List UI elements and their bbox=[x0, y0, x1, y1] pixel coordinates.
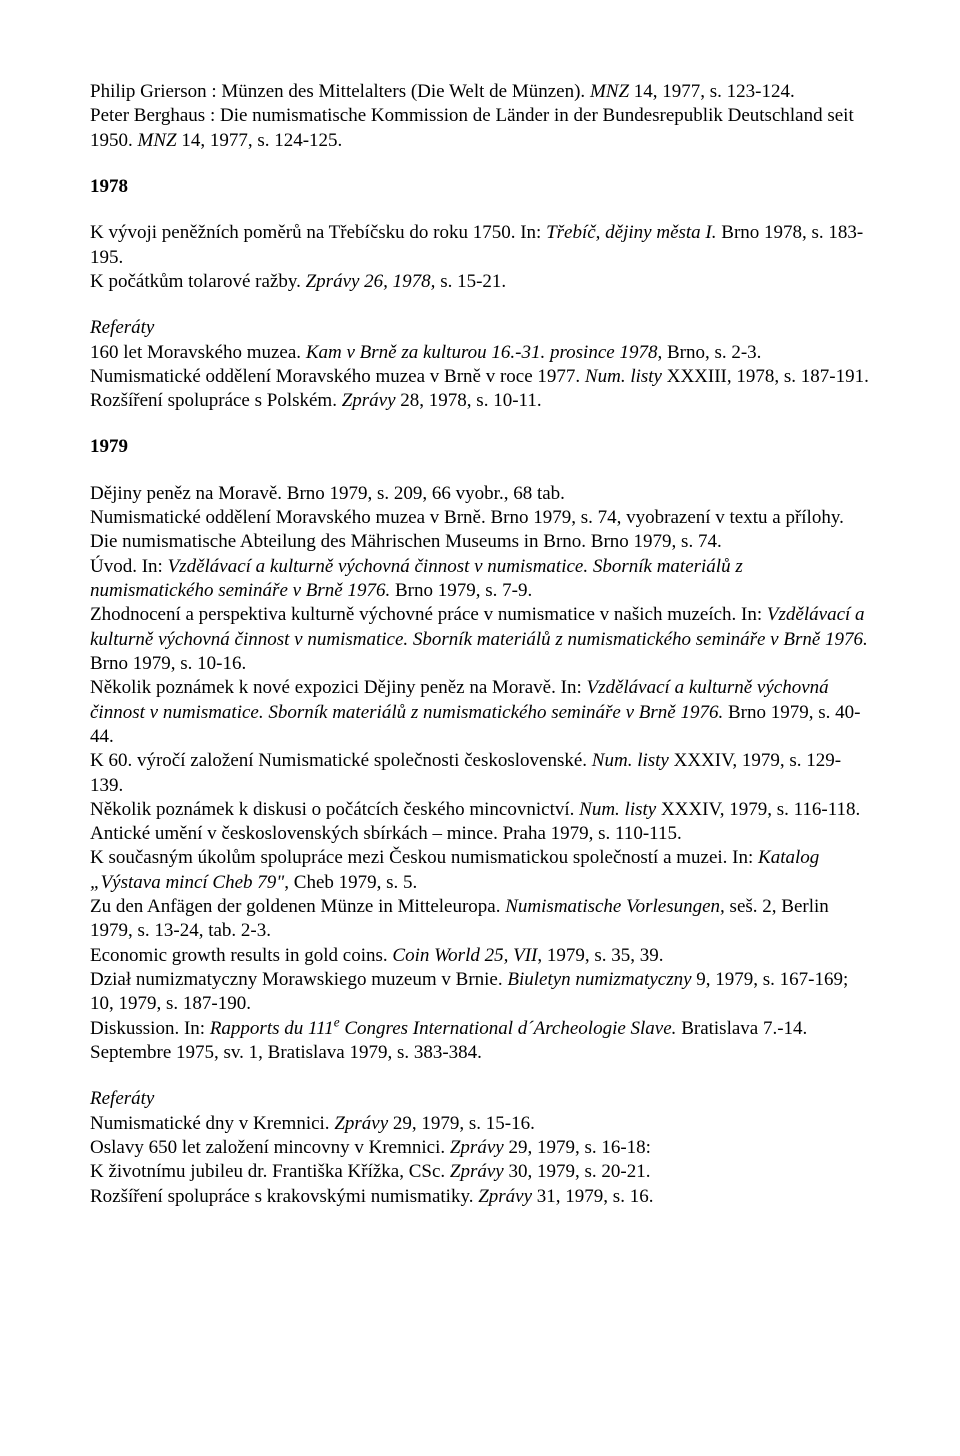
bibliography-entry: Antické umění v československých sbírkác… bbox=[90, 822, 870, 846]
entry-text: K vývoji peněžních poměrů na Třebíčsku d… bbox=[90, 222, 546, 243]
bibliography-entry: K 60. výročí založení Numismatické spole… bbox=[90, 749, 870, 798]
bibliography-entry: Rozšíření spolupráce s krakovskými numis… bbox=[90, 1185, 870, 1209]
entry-text: 14, 1977, s. 123-124. bbox=[629, 81, 795, 102]
entry-text: Diskussion. In: bbox=[90, 1018, 210, 1039]
year-heading-1978: 1978 bbox=[90, 175, 870, 199]
entry-text: , Cheb 1979, s. 5. bbox=[284, 872, 417, 893]
bibliography-entry: Několik poznámek k nové expozici Dějiny … bbox=[90, 676, 870, 749]
bibliography-entry: Peter Berghaus : Die numismatische Kommi… bbox=[90, 104, 870, 153]
bibliography-entry: Zhodnocení a perspektiva kulturně výchov… bbox=[90, 603, 870, 676]
entry-italic: MNZ bbox=[590, 81, 629, 102]
entry-text: Několik poznámek k diskusi o počátcích č… bbox=[90, 799, 579, 820]
entry-italic: Rapports du 111 bbox=[210, 1018, 334, 1039]
entry-italic: Zprávy bbox=[478, 1186, 532, 1207]
bibliography-entry: Několik poznámek k diskusi o počátcích č… bbox=[90, 798, 870, 822]
entry-text: 14, 1977, s. 124-125. bbox=[177, 130, 343, 151]
entry-text: K počátkům tolarové ražby. bbox=[90, 271, 306, 292]
entry-text: Zu den Anfägen der goldenen Münze in Mit… bbox=[90, 896, 505, 917]
entry-text: 160 let Moravského muzea. bbox=[90, 342, 306, 363]
bibliography-entry: Úvod. In: Vzdělávací a kulturně výchovná… bbox=[90, 555, 870, 604]
entry-text: , 1979, s. 35, 39. bbox=[537, 945, 663, 966]
entry-text: 29, 1979, s. 15-16. bbox=[388, 1113, 535, 1134]
bibliography-entry: Philip Grierson : Münzen des Mittelalter… bbox=[90, 80, 870, 104]
entry-text: 29, 1979, s. 16-18: bbox=[504, 1137, 651, 1158]
entry-italic: Numismatische Vorlesungen, bbox=[505, 896, 725, 917]
entry-italic: Zprávy bbox=[342, 390, 396, 411]
bibliography-entry: K současným úkolům spolupráce mezi Česko… bbox=[90, 846, 870, 895]
entry-text: K životnímu jubileu dr. Františka Křížka… bbox=[90, 1161, 450, 1182]
entry-text: Oslavy 650 let založení mincovny v Kremn… bbox=[90, 1137, 450, 1158]
bibliography-entry: Diskussion. In: Rapports du 111e Congres… bbox=[90, 1017, 870, 1066]
entry-text: Úvod. In: bbox=[90, 556, 168, 577]
bibliography-entry: K počátkům tolarové ražby. Zprávy 26, 19… bbox=[90, 270, 870, 294]
entry-text: Philip Grierson : Münzen des Mittelalter… bbox=[90, 81, 590, 102]
entry-text: Rozšíření spolupráce s krakovskými numis… bbox=[90, 1186, 478, 1207]
bibliography-entry: Dějiny peněz na Moravě. Brno 1979, s. 20… bbox=[90, 482, 870, 506]
entry-text: Numismatické oddělení Moravského muzea v… bbox=[90, 366, 585, 387]
bibliography-entry: 160 let Moravského muzea. Kam v Brně za … bbox=[90, 341, 870, 365]
entry-italic: Třebíč, dějiny města I. bbox=[546, 222, 716, 243]
entry-italic: Kam v Brně za kulturou 16.-31. prosince … bbox=[306, 342, 658, 363]
entry-italic: Zprávy bbox=[450, 1161, 504, 1182]
entry-text: K současným úkolům spolupráce mezi Česko… bbox=[90, 847, 758, 868]
bibliography-entry: K životnímu jubileu dr. Františka Křížka… bbox=[90, 1160, 870, 1184]
entry-italic: Biuletyn numizmatyczny bbox=[507, 969, 691, 990]
entry-text: XXXIII, 1978, s. 187-191. bbox=[662, 366, 869, 387]
bibliography-entry: K vývoji peněžních poměrů na Třebíčsku d… bbox=[90, 221, 870, 270]
bibliography-entry: Numismatické oddělení Moravského muzea v… bbox=[90, 506, 870, 530]
bibliography-entry: Zu den Anfägen der goldenen Münze in Mit… bbox=[90, 895, 870, 944]
entry-text: Dział numizmatyczny Morawskiego muzeum v… bbox=[90, 969, 507, 990]
entry-text: Zhodnocení a perspektiva kulturně výchov… bbox=[90, 604, 767, 625]
bibliography-entry: Die numismatische Abteilung des Mährisch… bbox=[90, 530, 870, 554]
entry-italic: Zprávy bbox=[334, 1113, 388, 1134]
entry-text: Několik poznámek k nové expozici Dějiny … bbox=[90, 677, 586, 698]
entry-text: Brno 1979, s. 7-9. bbox=[390, 580, 532, 601]
bibliography-entry: Economic growth results in gold coins. C… bbox=[90, 944, 870, 968]
entry-text: Brno 1979, s. 10-16. bbox=[90, 653, 246, 674]
entry-italic: Congres International d´Archeologie Slav… bbox=[340, 1018, 677, 1039]
section-heading-referaty: Referáty bbox=[90, 1087, 870, 1111]
entry-text: 31, 1979, s. 16. bbox=[532, 1186, 653, 1207]
entry-text: Economic growth results in gold coins. bbox=[90, 945, 392, 966]
bibliography-entry: Dział numizmatyczny Morawskiego muzeum v… bbox=[90, 968, 870, 1017]
entry-text: Numismatické dny v Kremnici. bbox=[90, 1113, 334, 1134]
bibliography-entry: Numismatické oddělení Moravského muzea v… bbox=[90, 365, 870, 389]
entry-text: XXXIV, 1979, s. 116-118. bbox=[656, 799, 860, 820]
entry-text: s. 15-21. bbox=[435, 271, 506, 292]
bibliography-entry: Numismatické dny v Kremnici. Zprávy 29, … bbox=[90, 1112, 870, 1136]
entry-text: , Brno, s. 2-3. bbox=[657, 342, 761, 363]
year-heading-1979: 1979 bbox=[90, 435, 870, 459]
bibliography-entry: Oslavy 650 let založení mincovny v Kremn… bbox=[90, 1136, 870, 1160]
entry-italic: Num. listy bbox=[592, 750, 669, 771]
bibliography-entry: Rozšíření spolupráce s Polském. Zprávy 2… bbox=[90, 389, 870, 413]
entry-italic: Coin World 25, VII bbox=[392, 945, 537, 966]
entry-text: 28, 1978, s. 10-11. bbox=[396, 390, 542, 411]
entry-italic: Zprávy 26, 1978, bbox=[306, 271, 436, 292]
entry-italic: Zprávy bbox=[450, 1137, 504, 1158]
section-heading-referaty: Referáty bbox=[90, 316, 870, 340]
entry-text: K 60. výročí založení Numismatické spole… bbox=[90, 750, 592, 771]
entry-text: Rozšíření spolupráce s Polském. bbox=[90, 390, 342, 411]
entry-text: 30, 1979, s. 20-21. bbox=[504, 1161, 651, 1182]
entry-italic: Num. listy bbox=[585, 366, 662, 387]
entry-italic: Num. listy bbox=[579, 799, 656, 820]
entry-italic: MNZ bbox=[138, 130, 177, 151]
